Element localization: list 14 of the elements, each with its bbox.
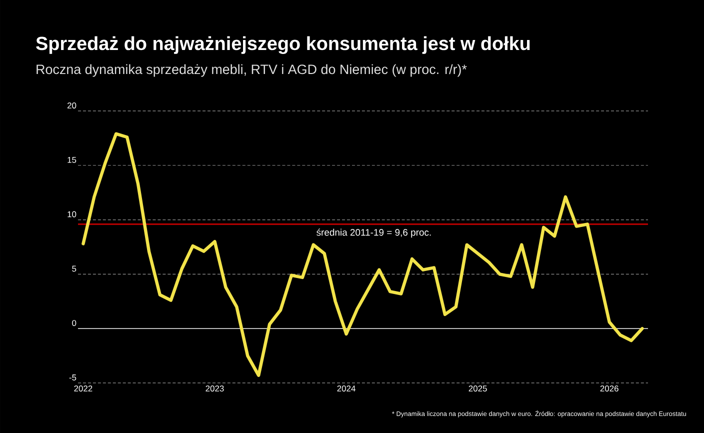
chart-title: Sprzedaż do najważniejszego konsumenta jest w dołku — [36, 36, 530, 54]
y-tick-label: 20 — [67, 102, 76, 108]
y-tick-label: 15 — [68, 156, 76, 163]
y-tick-label: -5 — [69, 374, 76, 380]
x-tick-label: 2025 — [468, 386, 487, 392]
x-tick-label: 2023 — [206, 386, 224, 392]
y-tick-label: 5 — [72, 266, 76, 272]
x-tick-label: 2022 — [74, 386, 92, 392]
y-tick-label: 10 — [68, 211, 76, 218]
chart-subtitle: Roczna dynamika sprzedaży mebli, RTV i AGD do Niemiec (w proc. r/r)* — [36, 64, 467, 77]
x-tick-label: 2026 — [600, 386, 618, 392]
y-tick-label: 0 — [72, 320, 76, 326]
ref-line-label: średnia 2011-19 = 9,6 proc. — [316, 228, 431, 238]
x-tick-label: 2024 — [337, 386, 356, 392]
